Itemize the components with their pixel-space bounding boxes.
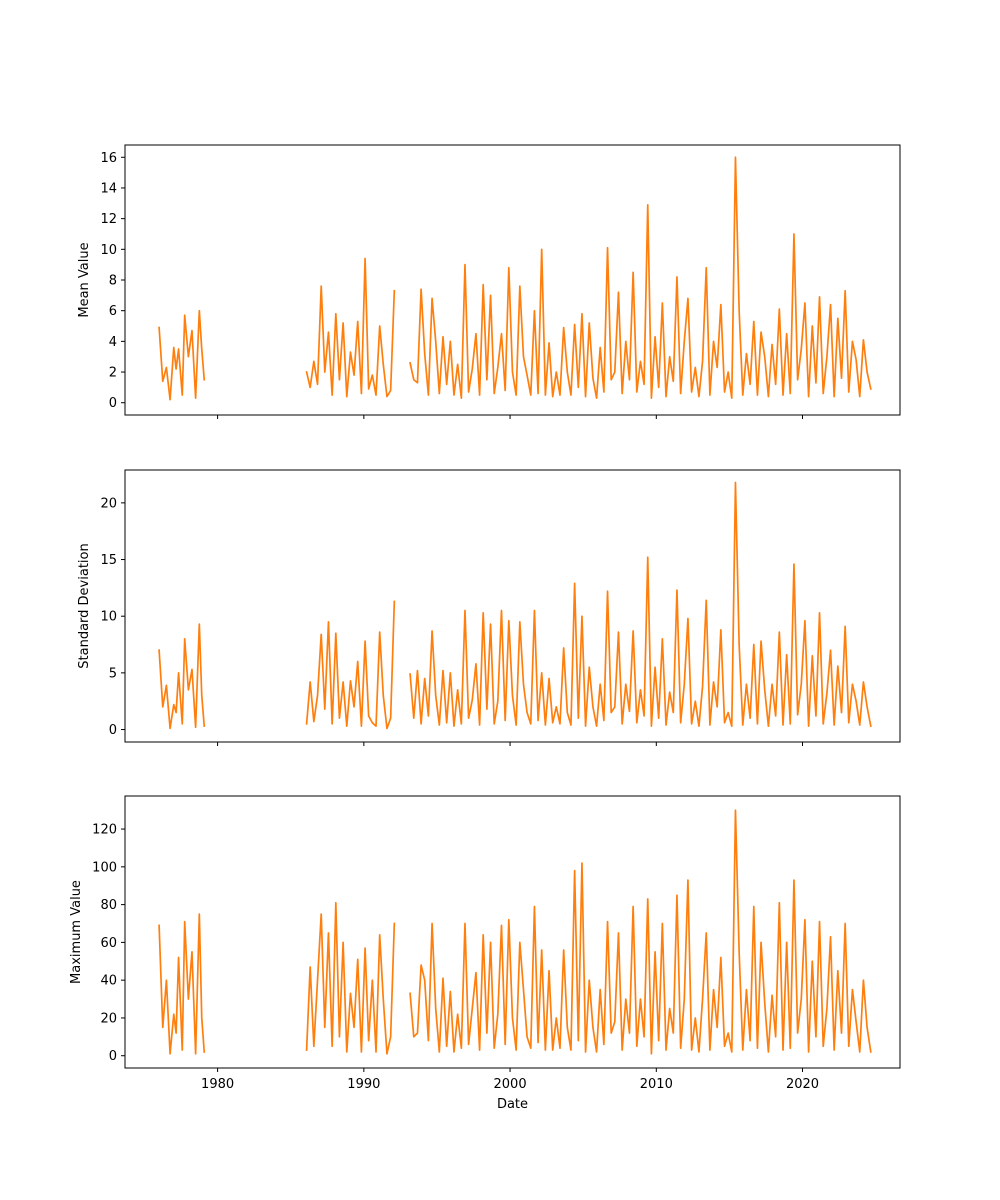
y-axis-label: Standard Deviation bbox=[77, 543, 92, 668]
y-tick-label: 12 bbox=[100, 212, 117, 227]
x-axis-label: Date bbox=[497, 1097, 528, 1112]
series-line-segment-1 bbox=[305, 257, 396, 398]
series-line-segment-1 bbox=[305, 901, 396, 1055]
x-tick-label: 1980 bbox=[201, 1077, 234, 1092]
y-axis-label: Mean Value bbox=[77, 242, 92, 317]
y-axis-label: Maximum Value bbox=[69, 880, 84, 984]
y-tick-label: 0 bbox=[109, 723, 117, 738]
y-tick-label: 60 bbox=[100, 936, 117, 951]
y-tick-label: 2 bbox=[109, 366, 117, 381]
y-tick-label: 4 bbox=[109, 335, 117, 350]
y-tick-label: 6 bbox=[109, 304, 117, 319]
series-line-segment-0 bbox=[158, 309, 206, 401]
series-line-segment-2 bbox=[409, 809, 872, 1055]
y-tick-label: 10 bbox=[100, 610, 117, 625]
x-tick-label: 2020 bbox=[786, 1077, 819, 1092]
panel-standard-deviation: 0 5 10 15 20 Standard Deviation bbox=[77, 469, 901, 746]
axes-frame bbox=[124, 469, 901, 743]
x-tick-label: 2000 bbox=[494, 1077, 527, 1092]
y-tick-label: 0 bbox=[109, 396, 117, 411]
panel-maximum-value: 0 20 40 60 80 100 120 1980 1990 2000 2010 2020 Maxim… bbox=[69, 795, 901, 1112]
y-tick-label: 40 bbox=[100, 974, 117, 989]
y-tick-label: 80 bbox=[100, 898, 117, 913]
series-line-segment-2 bbox=[409, 156, 872, 399]
x-tick-label: 1990 bbox=[347, 1077, 380, 1092]
y-tick-label: 15 bbox=[100, 553, 117, 568]
y-tick-label: 0 bbox=[109, 1049, 117, 1064]
y-tick-label: 5 bbox=[109, 666, 117, 681]
series-line-segment-0 bbox=[158, 623, 206, 730]
panel-mean-value: 0 2 4 6 8 10 12 14 16 Mean Value bbox=[77, 144, 901, 419]
y-tick-label: 8 bbox=[109, 274, 117, 289]
y-tick-label: 120 bbox=[92, 823, 117, 838]
y-tick-label: 10 bbox=[100, 243, 117, 258]
x-tick-label: 2010 bbox=[640, 1077, 673, 1092]
y-tick-label: 16 bbox=[100, 151, 117, 166]
series-line-segment-1 bbox=[305, 600, 396, 730]
y-tick-label: 20 bbox=[100, 496, 117, 511]
series-line-segment-2 bbox=[409, 481, 872, 728]
axes-frame bbox=[124, 795, 901, 1069]
y-tick-label: 100 bbox=[92, 860, 117, 875]
y-tick-label: 14 bbox=[100, 181, 117, 196]
series-line-segment-0 bbox=[158, 913, 206, 1055]
y-tick-label: 20 bbox=[100, 1011, 117, 1026]
